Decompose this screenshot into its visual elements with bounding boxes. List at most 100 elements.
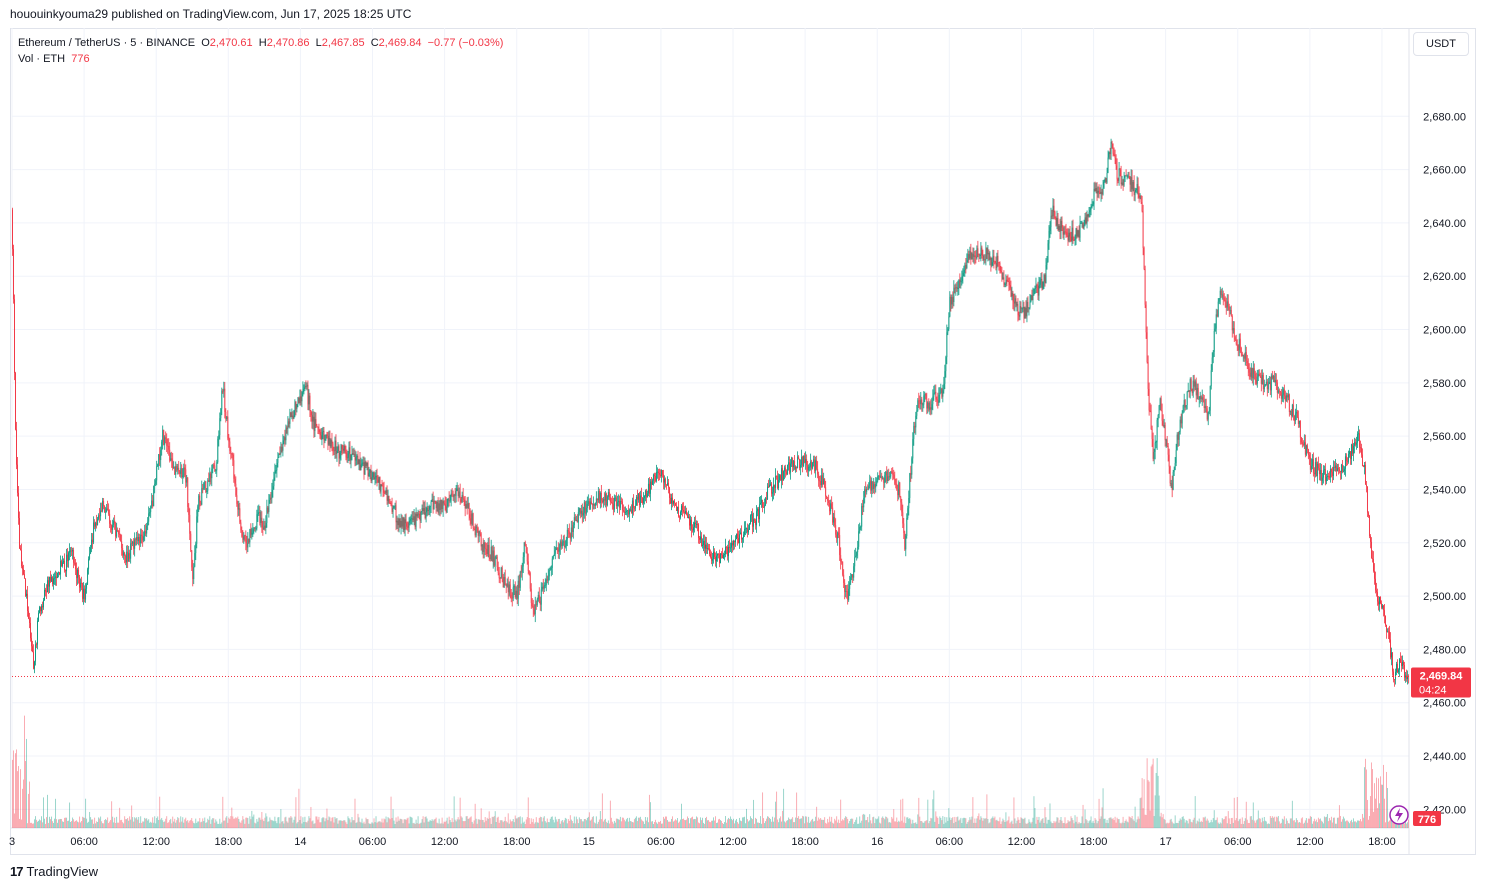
volume-bar (1036, 816, 1038, 828)
volume-bar (1022, 819, 1024, 828)
candle-body (750, 515, 752, 524)
volume-bar (866, 820, 868, 828)
candle-body (967, 254, 969, 261)
volume-bar (1071, 818, 1073, 828)
volume-bar (365, 817, 367, 828)
volume-bar (926, 820, 928, 828)
volume-bar (941, 820, 943, 828)
volume-bar (976, 818, 978, 828)
candle-body (852, 574, 854, 578)
volume-bar (406, 818, 408, 828)
candle-body (1239, 338, 1241, 349)
chart-frame[interactable] (10, 28, 1476, 855)
candle-body (1254, 373, 1256, 381)
volume-bar (955, 821, 957, 828)
volume-bar (212, 818, 214, 828)
volume-bar (1292, 820, 1294, 828)
candle-body (786, 471, 788, 475)
volume-bar (409, 816, 411, 828)
volume-bar (1014, 818, 1016, 828)
volume-bar (268, 821, 270, 828)
volume-bar (1142, 808, 1144, 828)
volume-bar (1057, 817, 1059, 828)
volume-bar (748, 821, 750, 828)
candle-body (126, 551, 128, 563)
candle-body (510, 594, 512, 598)
volume-bar (878, 816, 880, 828)
candle-body (651, 480, 653, 485)
candle-body (1071, 227, 1073, 242)
volume-bar (1187, 823, 1189, 828)
candle-body (614, 497, 616, 499)
volume-bar (1272, 817, 1274, 828)
volume-bar (920, 821, 922, 828)
volume-bar (656, 823, 658, 828)
volume-bar (447, 823, 449, 828)
volume-bar (1205, 820, 1207, 828)
candle-body (1235, 339, 1237, 345)
candle-body (1230, 310, 1232, 317)
candle-body (1357, 433, 1359, 435)
volume-bar (327, 820, 329, 828)
volume-bar (771, 821, 773, 828)
candle-body (1029, 301, 1031, 308)
candle-body (930, 407, 932, 410)
volume-bar (1374, 783, 1375, 828)
legend-symbol[interactable]: Ethereum / TetherUS · 5 · BINANCE (18, 37, 196, 49)
y-tick-label: 2,640.00 (1423, 218, 1466, 230)
candle-body (929, 407, 931, 410)
candle-body (1165, 439, 1167, 441)
volume-bar (486, 817, 488, 828)
volume-bar (633, 819, 635, 828)
candle-body (1033, 288, 1035, 295)
volume-bar (1266, 823, 1268, 828)
candle-body (1107, 157, 1109, 174)
volume-bar (146, 818, 148, 828)
volume-bar (1175, 822, 1177, 828)
volume-bar (587, 816, 589, 828)
volume-bar (319, 822, 321, 828)
volume-bar (910, 819, 912, 828)
tradingview-footer[interactable]: 17 TradingView (10, 864, 98, 879)
volume-bar (519, 816, 521, 828)
volume-bar (535, 817, 537, 828)
volume-bar (531, 822, 533, 828)
candle-body (1104, 178, 1106, 182)
volume-bar (264, 817, 266, 828)
candle-body (1042, 281, 1044, 289)
candle-body (803, 455, 805, 466)
candle-body (199, 495, 201, 503)
volume-bar (1163, 818, 1165, 828)
candle-body (231, 453, 233, 455)
candle-body (35, 644, 36, 662)
volume-bar (1149, 810, 1151, 828)
volume-bar (1211, 822, 1213, 828)
volume-bar (357, 813, 359, 828)
currency-button[interactable]: USDT (1413, 32, 1469, 56)
volume-bar (214, 822, 216, 828)
volume-bar (389, 819, 391, 828)
volume-bar (1283, 816, 1285, 828)
legend-volume-label[interactable]: Vol · ETH (18, 53, 66, 65)
candle-body (441, 500, 443, 510)
legend-high-value: 2,470.86 (266, 37, 310, 49)
candle-body (1043, 275, 1045, 282)
volume-bar (270, 819, 272, 828)
volume-bar (606, 822, 608, 828)
candle-body (1130, 177, 1132, 185)
candle-body (1030, 295, 1032, 302)
volume-bar (331, 817, 333, 828)
volume-bar (756, 818, 758, 828)
volume-bar (207, 818, 209, 828)
volume-bar (558, 818, 560, 828)
candle-body (1041, 279, 1043, 289)
candle-body (111, 525, 113, 530)
candle-body (778, 480, 780, 488)
volume-bar (1380, 776, 1381, 828)
candle-body (400, 520, 402, 528)
volume-bar (638, 817, 640, 828)
candle-body (28, 610, 29, 619)
volume-bar (170, 818, 172, 828)
candle-body (1228, 306, 1230, 311)
